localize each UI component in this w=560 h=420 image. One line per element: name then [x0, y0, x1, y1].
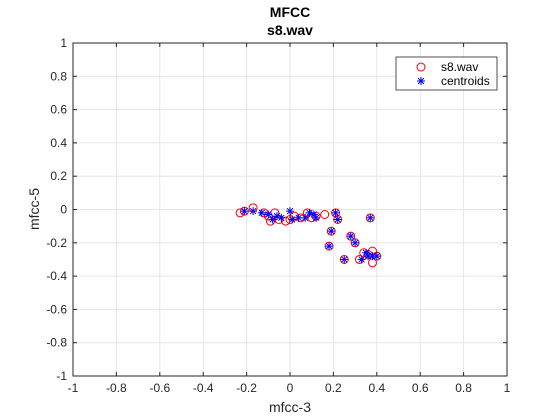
x-tick-label: -1	[68, 381, 79, 395]
x-tick-label: 0.6	[412, 381, 429, 395]
legend-label: s8.wav	[441, 60, 478, 74]
chart-title: MFCC	[270, 4, 310, 20]
y-tick-label: -0.8	[46, 336, 67, 350]
centroid-point	[346, 232, 355, 241]
centroid-point	[249, 207, 258, 216]
legend-label: centroids	[441, 74, 490, 88]
centroid-point	[294, 213, 303, 222]
y-tick-label: 0.2	[50, 169, 67, 183]
y-tick-label: 0.8	[50, 69, 67, 83]
centroid-point	[325, 242, 334, 251]
y-axis-label: mfcc-5	[26, 188, 42, 230]
x-tick-label: -0.2	[236, 381, 257, 395]
legend-marker-circle	[416, 62, 426, 72]
axis-ticks: -1 -0.8 -0.6 -0.4 -0.2 0 0.2 0.4 0.6 0.8 1 -1 -0.8 -0…	[46, 36, 510, 395]
centroid-point	[288, 215, 297, 224]
centroid-point	[240, 207, 249, 216]
centroid-point	[327, 227, 336, 236]
x-tick-label: -0.4	[193, 381, 214, 395]
plot-frame	[72, 42, 508, 377]
y-tick-label: 1	[60, 36, 67, 50]
x-tick-label: 0	[287, 381, 294, 395]
x-tick-label: -0.6	[149, 381, 170, 395]
y-tick-label: -0.6	[46, 302, 67, 316]
x-tick-label: 0.2	[325, 381, 342, 395]
x-tick-label: 1	[504, 381, 511, 395]
y-tick-label: -0.2	[46, 236, 67, 250]
sample-point	[320, 209, 330, 219]
centroid-point	[351, 238, 360, 247]
centroid-point	[333, 215, 342, 224]
y-tick-label: 0	[60, 203, 67, 217]
centroid-point	[366, 213, 375, 222]
data-points	[235, 203, 382, 268]
centroid-point	[340, 255, 349, 264]
centroid-point	[286, 207, 294, 216]
x-tick-label: 0.4	[368, 381, 385, 395]
legend-box	[395, 56, 498, 91]
centroid-point	[309, 210, 318, 219]
centroid-point	[268, 215, 277, 224]
y-tick-label: -0.4	[46, 269, 67, 283]
centroid-point	[372, 252, 381, 261]
centroid-point	[301, 213, 310, 222]
centroid-point	[277, 213, 286, 222]
centroid-point	[257, 208, 266, 217]
centroid-point	[357, 255, 366, 264]
legend-marker-asterisk	[417, 77, 425, 85]
y-tick-label: 0.6	[50, 103, 67, 117]
x-tick-label: 0.8	[455, 381, 472, 395]
y-tick-label: -1	[56, 369, 67, 383]
chart-subtitle: s8.wav	[267, 22, 313, 38]
x-tick-label: -0.8	[106, 381, 127, 395]
x-axis-label: mfcc-3	[269, 399, 311, 415]
centroid-point	[331, 208, 340, 217]
y-tick-label: 0.4	[50, 136, 67, 150]
